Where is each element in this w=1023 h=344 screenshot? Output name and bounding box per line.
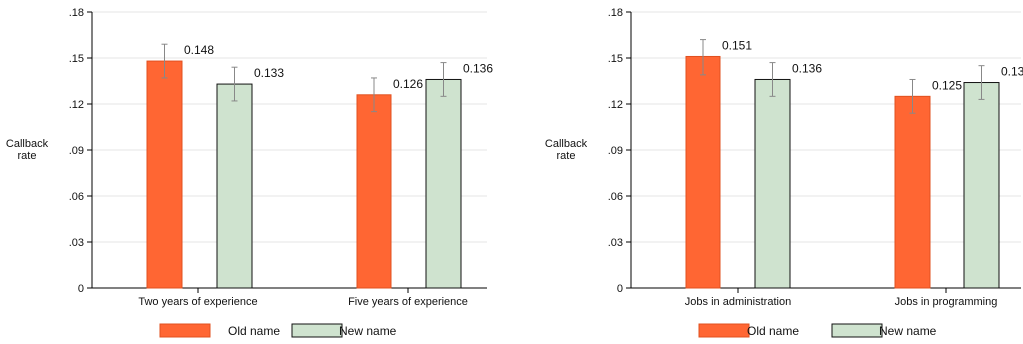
bar-old-name [146, 60, 183, 289]
chart-1: 0 .03 .06 .09 .12 .15 .18 Callback rate 0.148 0.13… [6, 7, 493, 338]
bar-old-name [685, 55, 721, 289]
value-label: 0.136 [792, 62, 822, 76]
y-axis-label-line: rate [557, 150, 576, 162]
legend-swatch [291, 323, 343, 338]
y-tick-label: 0 [78, 283, 84, 295]
x-tick-label: Jobs in programming [895, 296, 998, 308]
value-label: 0.133 [254, 66, 284, 80]
value-label: 0.134 [1001, 65, 1023, 79]
y-axis-label: Callback rate [6, 138, 49, 162]
y-axis-label-line: rate [18, 150, 37, 162]
y-tick-label: .06 [69, 191, 84, 203]
y-tick-label: .12 [608, 99, 623, 111]
y-axis-label-line: Callback [6, 138, 49, 150]
value-label: 0.125 [932, 78, 962, 92]
bar-new-name [425, 78, 462, 289]
bar-old-name [894, 95, 931, 289]
bar-new-name [963, 82, 1000, 289]
y-tick-label: .12 [69, 99, 84, 111]
legend-swatch [698, 323, 750, 338]
y-tick-label: .03 [69, 237, 84, 249]
value-label: 0.136 [463, 62, 493, 76]
x-tick-label: Jobs in administration [685, 296, 791, 308]
legend-swatch [159, 323, 211, 338]
y-tick-label: .18 [608, 7, 623, 19]
chart-2: 0 .03 .06 .09 .12 .15 .18 Callback rate 0.151 0.13… [545, 7, 1023, 338]
bar-new-name [754, 78, 791, 289]
y-axis-label-line: Callback [545, 138, 588, 150]
legend-swatch [831, 323, 883, 338]
bar-old-name [356, 94, 392, 289]
y-tick-label: .18 [69, 7, 84, 19]
legend-label: New name [879, 324, 937, 338]
value-label: 0.148 [184, 43, 214, 57]
bar-new-name [216, 83, 253, 289]
legend-label: Old name [228, 324, 280, 338]
y-tick-label: .03 [608, 237, 623, 249]
value-label: 0.126 [393, 77, 423, 91]
y-tick-label: 0 [617, 283, 623, 295]
x-tick-label: Five years of experience [348, 296, 468, 308]
legend-label: New name [339, 324, 397, 338]
value-label: 0.151 [722, 39, 752, 53]
y-tick-label: .09 [608, 145, 623, 157]
y-tick-label: .09 [69, 145, 84, 157]
y-tick-label: .15 [69, 53, 84, 65]
y-tick-label: .06 [608, 191, 623, 203]
y-tick-label: .15 [608, 53, 623, 65]
x-tick-label: Two years of experience [138, 296, 257, 308]
legend-label: Old name [747, 324, 799, 338]
y-axis-label: Callback rate [545, 138, 588, 162]
